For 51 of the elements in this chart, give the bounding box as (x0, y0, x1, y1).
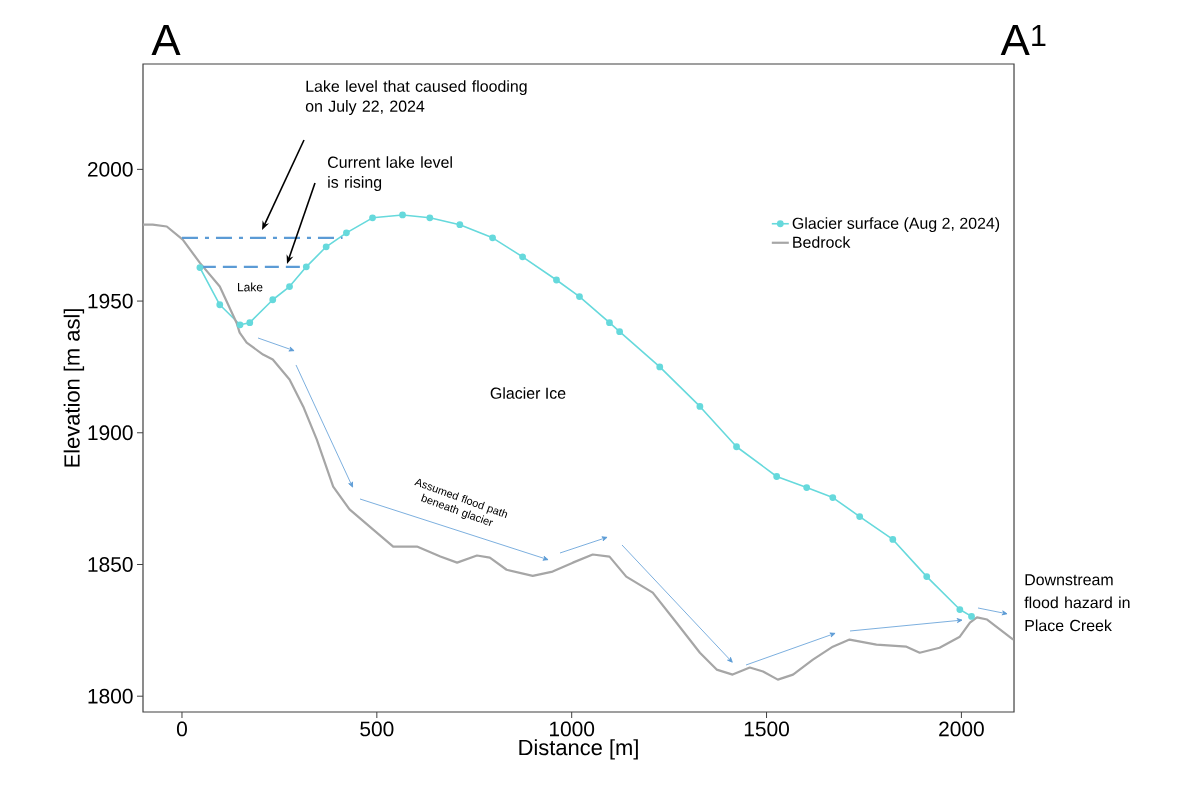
point (246, 319, 254, 327)
point (236, 321, 244, 329)
x-tick-label: 500 (360, 721, 394, 737)
point (269, 296, 277, 304)
x-axis-title: Distance [m] (519, 739, 638, 760)
point (696, 403, 704, 410)
point (923, 573, 931, 580)
annotation: Current lake level is rising (328, 156, 452, 191)
y-tick-label: 1900 (88, 425, 133, 441)
y-tick-label: 1950 (88, 293, 133, 309)
annotation: Glacier Ice (490, 387, 566, 399)
point (616, 328, 624, 336)
point (216, 301, 224, 309)
text: A (151, 24, 181, 56)
annotation: Lake (238, 282, 263, 292)
point (656, 363, 664, 371)
y-tick-label: 1850 (88, 557, 133, 572)
point (426, 214, 434, 222)
point (803, 484, 811, 491)
point (302, 263, 310, 271)
legend-label: Bedrock (793, 236, 851, 248)
point (576, 293, 583, 300)
x-tick-label: 2000 (939, 721, 984, 737)
x-tick-label: 1500 (744, 721, 789, 737)
point (369, 214, 376, 222)
point (773, 473, 781, 480)
x-tick-label: 0 (176, 721, 187, 737)
x-tick-label: 1000 (550, 721, 595, 737)
y-axis-title: Elevation [m asl] (63, 309, 85, 467)
point (829, 494, 837, 501)
point (733, 443, 740, 451)
legend-label: Glacier surface (Aug 2, 2024) (792, 217, 1000, 233)
point (343, 229, 350, 237)
point (399, 211, 406, 219)
point (856, 513, 864, 520)
point (519, 253, 526, 261)
point (286, 283, 293, 290)
point (606, 319, 613, 327)
point (956, 606, 964, 613)
point (489, 234, 496, 242)
point (196, 264, 204, 272)
point (456, 221, 464, 229)
annotation: Lake level that caused flooding on July 22, 2024 (305, 80, 527, 115)
point (553, 276, 560, 284)
y-tick-label: 2000 (87, 161, 133, 177)
text: A$^{1}$ (1000, 24, 1046, 56)
text: Downstream flood hazard in Place Creek (1024, 574, 1130, 632)
y-tick-label: 1800 (88, 688, 133, 704)
point (889, 536, 897, 543)
point (322, 243, 330, 251)
point (968, 612, 975, 620)
